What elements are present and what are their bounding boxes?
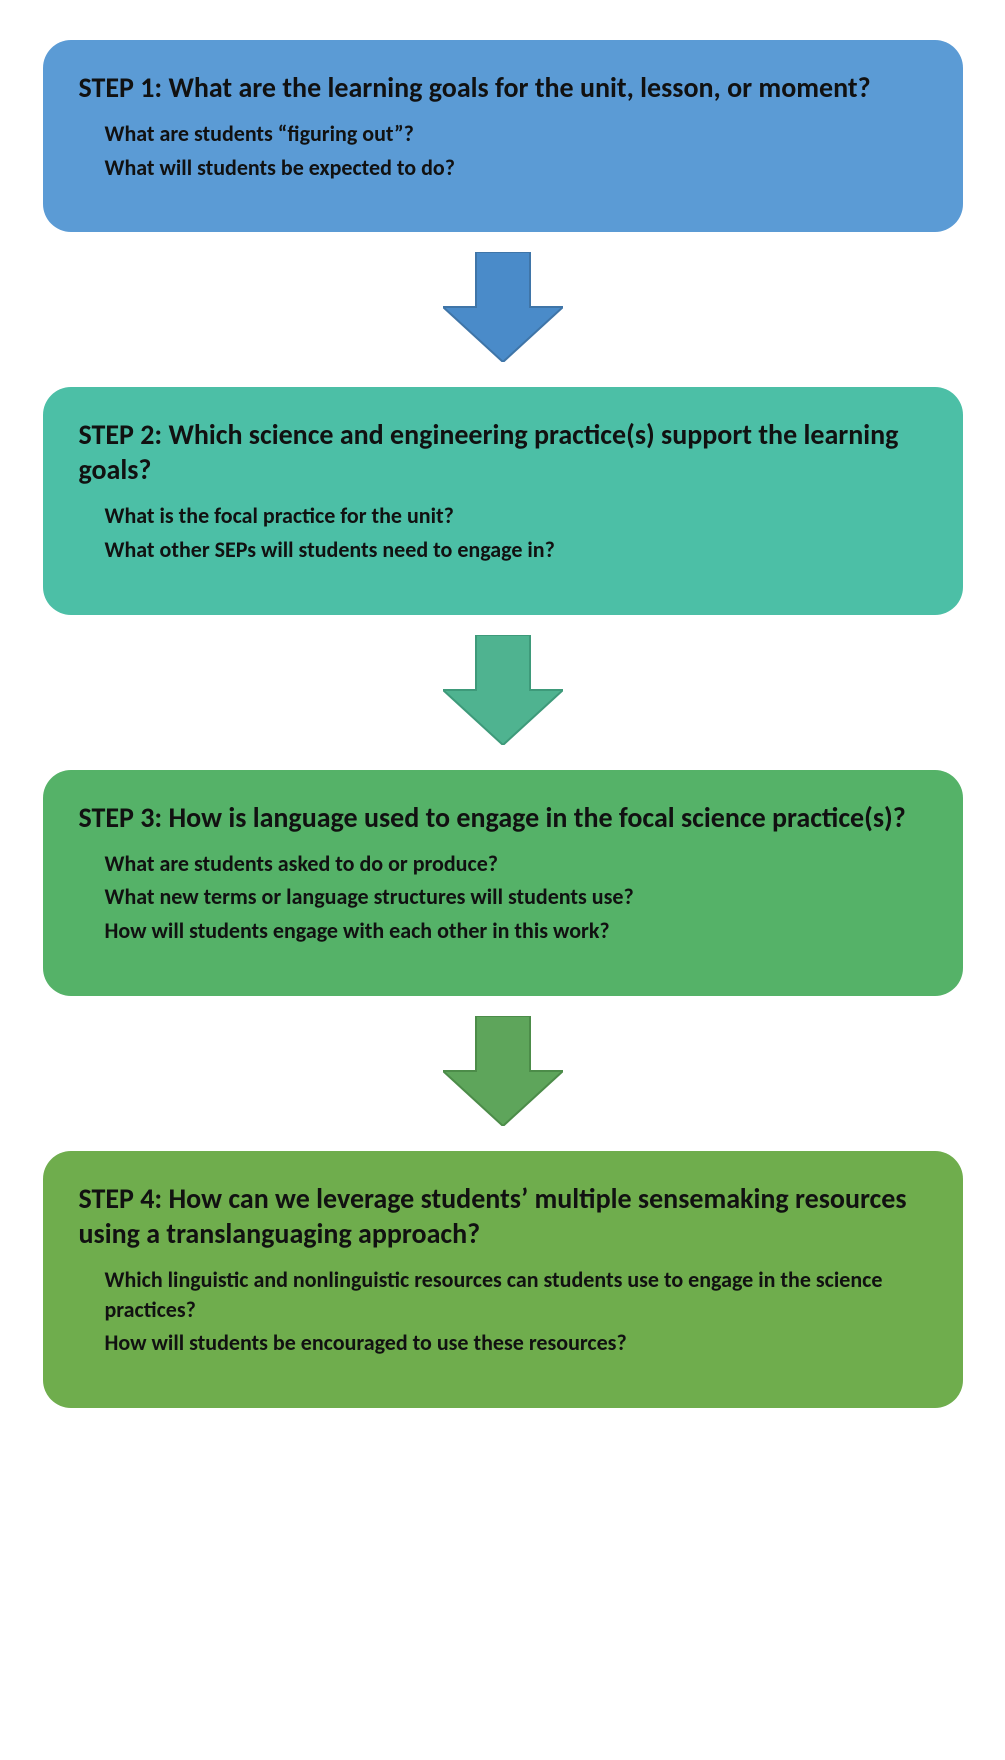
- step-2-sub-2: What other SEPs will students need to en…: [105, 535, 927, 565]
- step-2-title: STEP 2: Which science and engineering pr…: [79, 417, 927, 487]
- step-3-sub-2: What new terms or language structures wi…: [105, 882, 927, 912]
- step-1-subquestions: What are students “figuring out”? What w…: [79, 119, 927, 182]
- arrow-down-icon: [443, 635, 563, 745]
- step-4-subquestions: Which linguistic and nonlinguistic resou…: [79, 1265, 927, 1358]
- arrow-3-path: [443, 1016, 563, 1126]
- step-3-title: STEP 3: How is language used to engage i…: [79, 800, 927, 835]
- arrow-2-path: [443, 635, 563, 745]
- flowchart-container: STEP 1: What are the learning goals for …: [40, 40, 965, 1408]
- step-4-sub-1: Which linguistic and nonlinguistic resou…: [105, 1265, 927, 1324]
- step-2-box: STEP 2: Which science and engineering pr…: [43, 387, 963, 614]
- step-3-sub-1: What are students asked to do or produce…: [105, 849, 927, 879]
- step-2-sub-1: What is the focal practice for the unit?: [105, 501, 927, 531]
- step-1-sub-2: What will students be expected to do?: [105, 153, 927, 183]
- step-3-box: STEP 3: How is language used to engage i…: [43, 770, 963, 996]
- step-1-box: STEP 1: What are the learning goals for …: [43, 40, 963, 232]
- step-3-subquestions: What are students asked to do or produce…: [79, 849, 927, 946]
- arrow-3: [443, 1016, 563, 1131]
- step-4-box: STEP 4: How can we leverage students’ mu…: [43, 1151, 963, 1408]
- step-4-sub-2: How will students be encouraged to use t…: [105, 1328, 927, 1358]
- arrow-1: [443, 252, 563, 367]
- step-1-title: STEP 1: What are the learning goals for …: [79, 70, 927, 105]
- arrow-1-path: [443, 252, 563, 362]
- step-3-sub-3: How will students engage with each other…: [105, 916, 927, 946]
- arrow-2: [443, 635, 563, 750]
- arrow-down-icon: [443, 252, 563, 362]
- step-1-sub-1: What are students “figuring out”?: [105, 119, 927, 149]
- arrow-down-icon: [443, 1016, 563, 1126]
- step-2-subquestions: What is the focal practice for the unit?…: [79, 501, 927, 564]
- step-4-title: STEP 4: How can we leverage students’ mu…: [79, 1181, 927, 1251]
